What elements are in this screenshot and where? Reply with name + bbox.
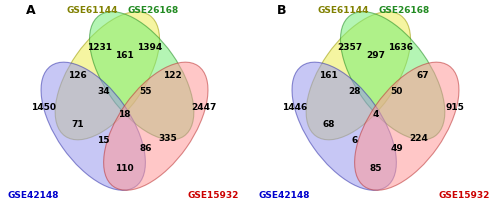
Ellipse shape <box>104 62 208 190</box>
Text: GSE42148: GSE42148 <box>259 191 310 200</box>
Text: 85: 85 <box>369 164 382 173</box>
Text: 297: 297 <box>366 51 385 60</box>
Ellipse shape <box>306 12 410 140</box>
Ellipse shape <box>354 62 459 190</box>
Text: 34: 34 <box>97 87 110 96</box>
Text: GSE61144: GSE61144 <box>318 6 369 15</box>
Text: 915: 915 <box>446 103 464 111</box>
Text: GSE15932: GSE15932 <box>438 191 490 200</box>
Text: 2447: 2447 <box>192 103 217 111</box>
Text: 55: 55 <box>140 87 152 96</box>
Text: GSE42148: GSE42148 <box>8 191 60 200</box>
Ellipse shape <box>90 12 194 140</box>
Text: 110: 110 <box>115 164 134 173</box>
Text: 2357: 2357 <box>338 43 363 52</box>
Text: 68: 68 <box>323 120 336 129</box>
Ellipse shape <box>41 62 146 190</box>
Text: 224: 224 <box>410 134 428 143</box>
Text: 161: 161 <box>318 71 338 80</box>
Text: B: B <box>276 4 286 17</box>
Text: 6: 6 <box>351 136 358 145</box>
Text: 161: 161 <box>115 51 134 60</box>
Ellipse shape <box>340 12 445 140</box>
Text: 28: 28 <box>348 87 360 96</box>
Text: 4: 4 <box>372 110 378 119</box>
Ellipse shape <box>55 12 160 140</box>
Text: 50: 50 <box>390 87 403 96</box>
Text: GSE15932: GSE15932 <box>188 191 239 200</box>
Text: 126: 126 <box>68 71 86 80</box>
Text: 49: 49 <box>390 144 403 153</box>
Text: 86: 86 <box>140 144 152 153</box>
Text: GSE61144: GSE61144 <box>66 6 118 15</box>
Text: 15: 15 <box>97 136 110 145</box>
Ellipse shape <box>292 62 397 190</box>
Text: 1231: 1231 <box>87 43 112 52</box>
Text: 1446: 1446 <box>282 103 308 111</box>
Text: 71: 71 <box>72 120 85 129</box>
Text: 1394: 1394 <box>137 43 162 52</box>
Text: GSE26168: GSE26168 <box>127 6 178 15</box>
Text: 335: 335 <box>158 134 178 143</box>
Text: 67: 67 <box>416 71 429 80</box>
Text: A: A <box>26 4 35 17</box>
Text: GSE26168: GSE26168 <box>378 6 430 15</box>
Text: 1450: 1450 <box>32 103 56 111</box>
Text: 18: 18 <box>118 110 131 119</box>
Text: 122: 122 <box>162 71 182 80</box>
Text: 1636: 1636 <box>388 43 413 52</box>
